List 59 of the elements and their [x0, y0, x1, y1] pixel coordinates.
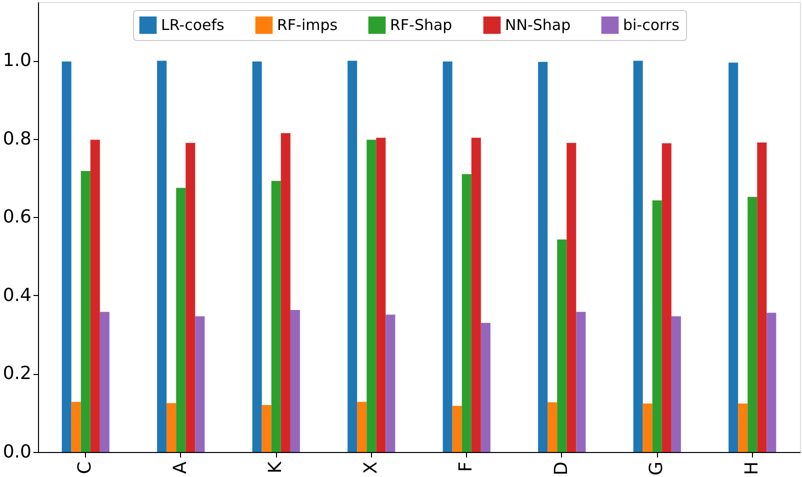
- bar: [748, 196, 758, 452]
- bar: [195, 316, 205, 452]
- x-tick-label: D: [550, 462, 572, 476]
- x-tick-label: F: [456, 462, 477, 472]
- y-tick-label: 0.0: [2, 442, 32, 462]
- y-tick-label: 0.6: [2, 206, 32, 228]
- y-tick-label: 1.0: [2, 50, 32, 72]
- bar: [538, 62, 548, 452]
- legend-label: RF-imps: [277, 16, 338, 34]
- bar: [471, 138, 481, 452]
- y-tick-label: 0.4: [2, 284, 32, 306]
- bar: [671, 316, 681, 452]
- bar: [462, 174, 472, 452]
- bar: [738, 403, 748, 452]
- bar: [576, 312, 586, 452]
- bar: [348, 60, 358, 452]
- bar: [728, 62, 738, 452]
- bar: [100, 312, 110, 452]
- bar: [166, 403, 176, 452]
- x-tick-label: H: [741, 462, 762, 476]
- bar: [62, 61, 72, 452]
- legend-label: bi-corrs: [623, 16, 680, 34]
- x-tick-label: A: [170, 460, 191, 474]
- bar: [71, 402, 81, 452]
- bar: [90, 140, 100, 452]
- bar: [386, 314, 396, 452]
- bar: [480, 322, 490, 452]
- bar: [757, 142, 767, 452]
- bar: [186, 142, 196, 452]
- bar: [80, 171, 90, 452]
- bar: [271, 180, 281, 452]
- y-tick-label: 0.2: [2, 363, 32, 384]
- bar: [442, 61, 452, 452]
- bar: [566, 142, 576, 452]
- bar: [452, 406, 462, 452]
- bar: [157, 60, 167, 452]
- x-tick-label: G: [646, 462, 668, 476]
- bar: [642, 403, 652, 452]
- x-tick-label: K: [265, 460, 286, 474]
- x-tick-label: C: [74, 462, 96, 474]
- bar: [652, 200, 662, 452]
- bar: [366, 140, 376, 452]
- bar: [633, 60, 643, 452]
- bar: [557, 240, 567, 452]
- bar: [376, 138, 386, 452]
- legend-label: RF-Shap: [390, 16, 452, 34]
- y-tick-label: 0.8: [2, 128, 32, 150]
- legend-label: LR-coefs: [161, 16, 225, 34]
- bar: [252, 61, 262, 452]
- bar: [662, 143, 672, 452]
- bar: [548, 402, 558, 452]
- bar: [290, 310, 300, 452]
- legend-label: NN-Shap: [505, 16, 571, 34]
- bar: [766, 312, 776, 452]
- bar: [280, 133, 290, 452]
- bar: [357, 402, 367, 452]
- x-tick-label: X: [360, 462, 382, 474]
- bar: [262, 405, 272, 452]
- bar: [176, 188, 186, 452]
